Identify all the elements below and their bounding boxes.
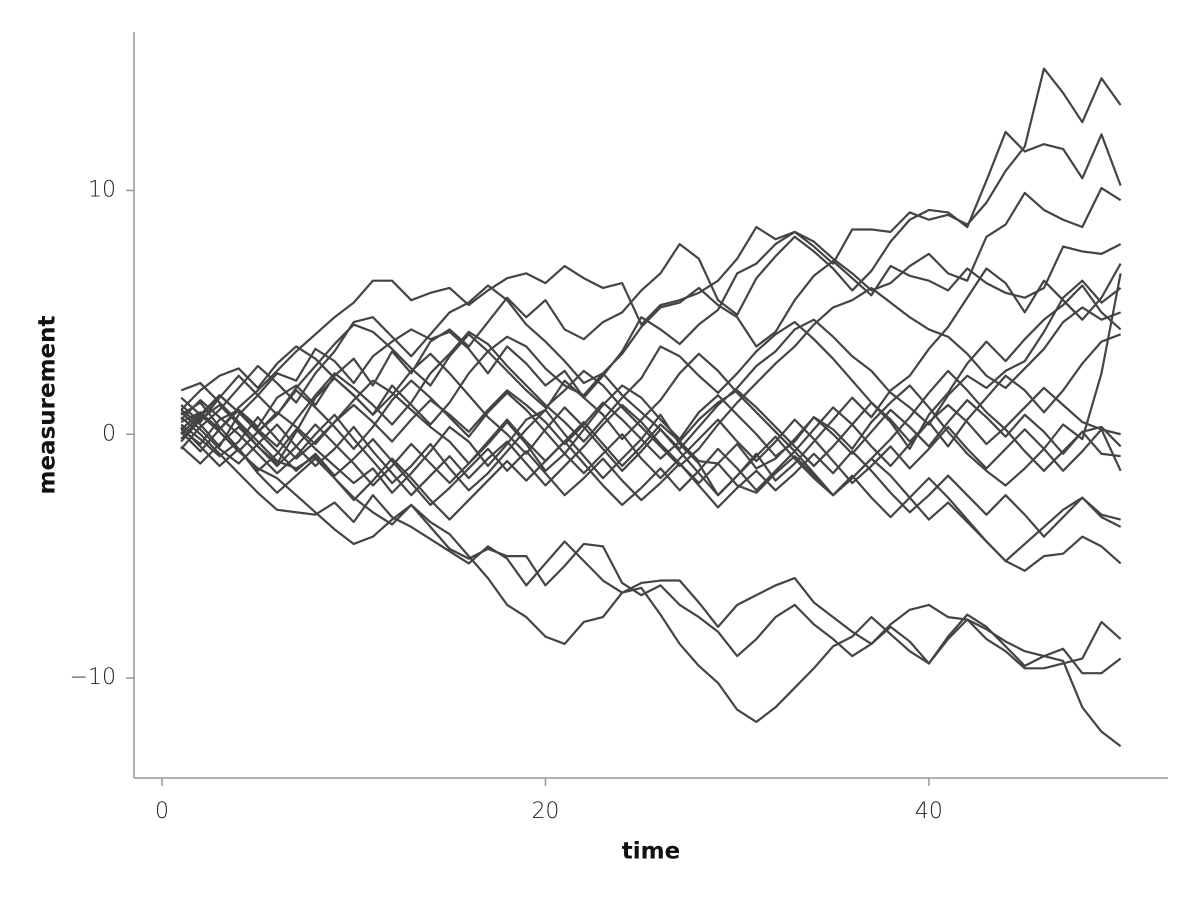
y-tick-label: 10 — [88, 177, 116, 202]
y-tick-label: 0 — [102, 421, 116, 446]
series-line — [180, 399, 1122, 497]
series-line — [180, 345, 1121, 497]
series-line — [180, 67, 1122, 431]
series-line — [180, 426, 1121, 563]
series-line — [180, 381, 1122, 748]
series-line — [180, 279, 1122, 450]
series-line — [180, 418, 1122, 572]
series-line — [180, 386, 1121, 468]
series-line — [180, 130, 1122, 446]
x-tick-label: 40 — [915, 799, 943, 824]
y-tick-label: −10 — [70, 665, 116, 690]
series-line — [180, 263, 1122, 497]
series-line — [180, 186, 1122, 448]
y-axis-title: measurement — [35, 315, 61, 494]
x-tick-label: 20 — [531, 799, 559, 824]
series-line — [180, 411, 1122, 675]
x-axis-title: time — [622, 839, 680, 865]
x-tick-label: 0 — [155, 799, 169, 824]
series-line — [180, 394, 1122, 538]
series-line — [180, 379, 1122, 485]
series-line — [180, 284, 1122, 453]
